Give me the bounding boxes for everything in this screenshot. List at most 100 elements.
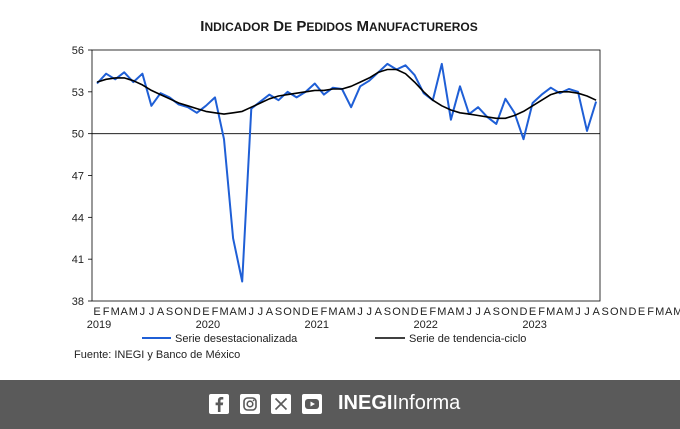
x-tick-label-month: J <box>475 306 481 318</box>
x-tick-label-month: M <box>455 306 464 318</box>
x-tick-label-month: D <box>411 306 419 318</box>
x-tick-label-year: 2023 <box>522 319 546 331</box>
title-word-rest: E <box>284 20 292 34</box>
x-tick-label-month: N <box>619 306 627 318</box>
x-tick-label-month: E <box>529 306 536 318</box>
x-tick-label-month: A <box>266 306 274 318</box>
x-tick-label-month: A <box>338 306 346 318</box>
x-tick-label-month: M <box>347 306 356 318</box>
x-tick-label-month: A <box>229 306 237 318</box>
x-tick-label-month: A <box>484 306 492 318</box>
x-tick-label-month: J <box>357 306 363 318</box>
x-tick-label-month: N <box>184 306 192 318</box>
x-tick-label-month: J <box>367 306 373 318</box>
x-tick-label-month: M <box>437 306 446 318</box>
chart: INDICADOR DE PEDIDOS MANUFACTUREROS 3841… <box>72 18 680 345</box>
x-tick-label-month: M <box>655 306 664 318</box>
x-tick-label-month: D <box>193 306 201 318</box>
x-tick-label-month: O <box>501 306 510 318</box>
x-tick-label-month: A <box>447 306 455 318</box>
title-word-initial: P <box>292 18 306 35</box>
x-tick-label-month: N <box>293 306 301 318</box>
x-tick-label-month: S <box>493 306 500 318</box>
x-tick-label-month: M <box>238 306 247 318</box>
x-tick-label-month: S <box>166 306 173 318</box>
instagram-icon[interactable] <box>240 394 260 414</box>
x-tick-label-month: O <box>392 306 401 318</box>
youtube-icon[interactable] <box>302 394 322 414</box>
x-tick-label-month: N <box>402 306 410 318</box>
title-word-rest: NDICADOR <box>204 20 269 34</box>
title-word-initial: D <box>269 18 284 35</box>
y-tick-label: 53 <box>72 87 84 99</box>
legend-label-trend: Serie de tendencia-ciclo <box>409 333 526 345</box>
x-tick-label-month: F <box>321 306 328 318</box>
series-line-seasonal <box>96 62 598 283</box>
x-tick-label-month: S <box>602 306 609 318</box>
x-tick-label-year: 2021 <box>305 319 329 331</box>
x-icon[interactable] <box>271 394 291 414</box>
y-tick-label: 38 <box>72 296 84 308</box>
x-tick-label-month: A <box>665 306 673 318</box>
y-tick-label: 47 <box>72 171 84 183</box>
title-word-initial: M <box>352 18 369 35</box>
x-tick-label-month: F <box>647 306 654 318</box>
x-tick-label-month: A <box>556 306 564 318</box>
x-tick-label-month: S <box>275 306 282 318</box>
x-tick-label-month: M <box>564 306 573 318</box>
x-tick-label-month: D <box>628 306 636 318</box>
x-tick-label-month: M <box>219 306 228 318</box>
x-tick-label-month: J <box>466 306 472 318</box>
x-tick-label-month: O <box>174 306 183 318</box>
x-tick-label-year: 2020 <box>196 319 220 331</box>
y-tick-label: 44 <box>72 212 84 224</box>
legend-label-seasonal: Serie desestacionalizada <box>175 333 298 345</box>
legend: Serie desestacionalizada Serie de tenden… <box>142 333 526 345</box>
x-tick-label-month: E <box>638 306 645 318</box>
source-note: Fuente: INEGI y Banco de México <box>74 349 241 361</box>
x-tick-label-month: E <box>420 306 427 318</box>
x-tick-label-year: 2022 <box>413 319 437 331</box>
x-tick-label-month: M <box>328 306 337 318</box>
x-tick-label-month: D <box>302 306 310 318</box>
x-tick-label-month: O <box>610 306 619 318</box>
x-tick-label-month: O <box>283 306 292 318</box>
y-tick-label: 41 <box>72 254 84 266</box>
x-tick-label-month: A <box>375 306 383 318</box>
x-tick-label-month: J <box>575 306 581 318</box>
x-tick-label-month: M <box>673 306 680 318</box>
x-tick-label-month: A <box>592 306 600 318</box>
x-tick-label-month: E <box>202 306 209 318</box>
x-tick-label-month: N <box>510 306 518 318</box>
x-tick-label-month: J <box>584 306 590 318</box>
x-tick-label-month: F <box>212 306 219 318</box>
series-line-trend <box>96 68 597 120</box>
title-word-rest: ANUFACTUREROS <box>369 20 478 34</box>
title-word-rest: EDIDOS <box>306 20 352 34</box>
y-tick-label: 50 <box>72 129 84 141</box>
x-tick-label-month: E <box>93 306 100 318</box>
x-tick-label-month: J <box>140 306 146 318</box>
title-word-initial: I <box>200 18 204 35</box>
x-tick-label-month: M <box>129 306 138 318</box>
x-tick-label-month: F <box>103 306 110 318</box>
x-tick-label-month: S <box>384 306 391 318</box>
x-tick-label-month: F <box>429 306 436 318</box>
x-tick-label-month: E <box>311 306 318 318</box>
x-tick-label-month: J <box>258 306 264 318</box>
series-lines <box>96 62 598 283</box>
inegi-informa-logo: INEGIInforma <box>338 392 461 414</box>
x-tick-label-month: A <box>121 306 129 318</box>
footer-bar: INEGIInforma <box>0 380 680 429</box>
chart-title: INDICADOR DE PEDIDOS MANUFACTUREROS <box>200 18 477 35</box>
x-tick-label-month: J <box>249 306 255 318</box>
x-tick-label-month: A <box>157 306 165 318</box>
x-tick-label-year: 2019 <box>87 319 111 331</box>
x-tick-label-month: M <box>111 306 120 318</box>
x-tick-label-month: D <box>520 306 528 318</box>
x-tick-label-month: F <box>538 306 545 318</box>
y-tick-label: 56 <box>72 45 84 57</box>
facebook-icon[interactable] <box>209 394 229 414</box>
y-axis: 38 41 44 47 50 53 56 <box>72 45 92 308</box>
